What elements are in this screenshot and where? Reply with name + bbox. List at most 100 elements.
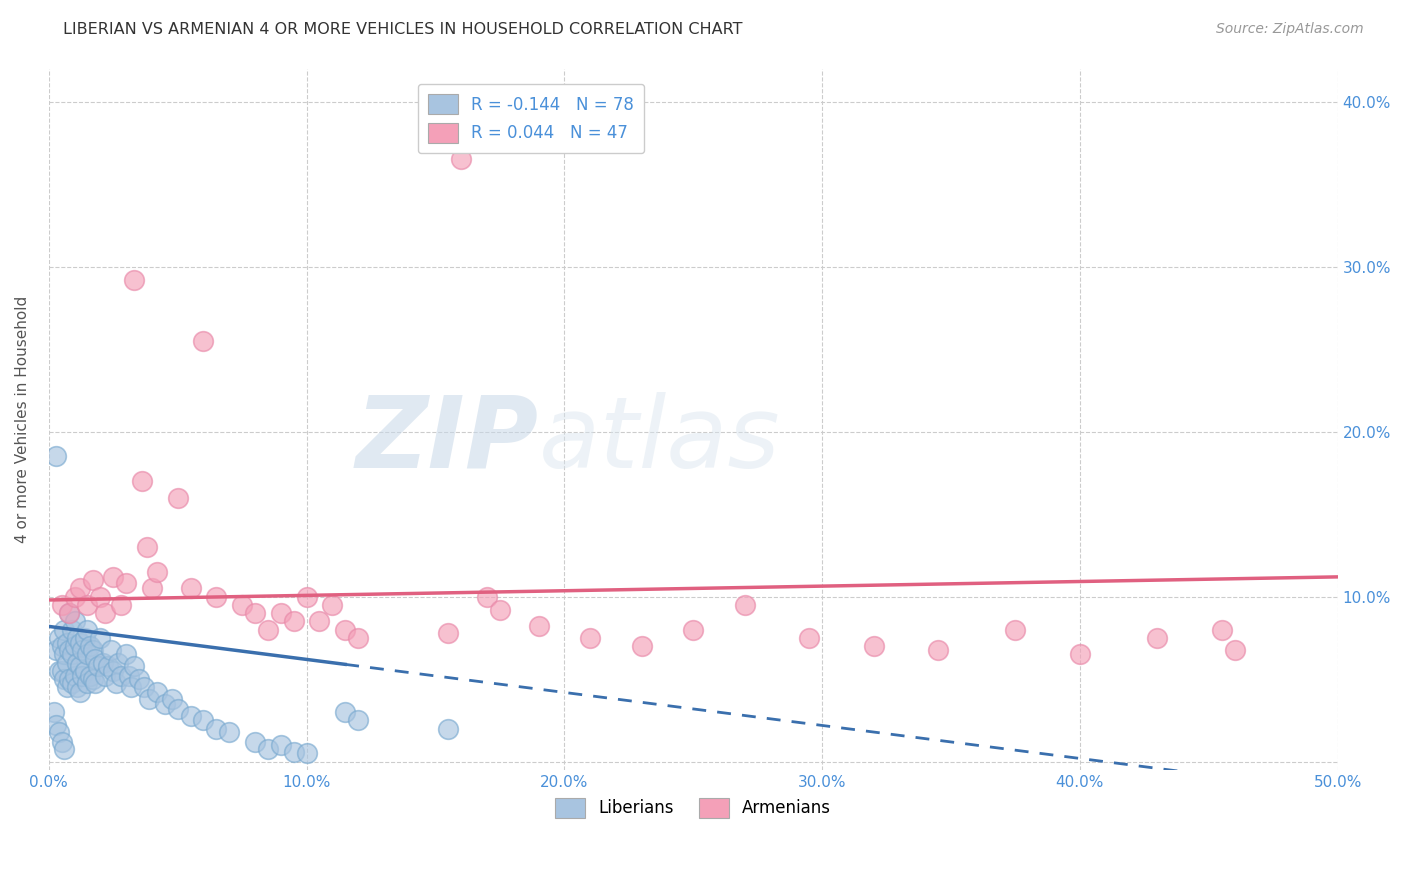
Point xyxy=(115,648,138,662)
Point xyxy=(45,450,67,464)
Point xyxy=(166,491,188,505)
Point xyxy=(69,636,91,650)
Point xyxy=(527,619,550,633)
Point xyxy=(53,741,76,756)
Point xyxy=(118,669,141,683)
Point xyxy=(82,672,104,686)
Point xyxy=(205,722,228,736)
Point xyxy=(69,685,91,699)
Point xyxy=(79,639,101,653)
Point xyxy=(51,664,73,678)
Point xyxy=(218,725,240,739)
Point xyxy=(60,648,83,662)
Point xyxy=(94,606,117,620)
Point xyxy=(141,582,163,596)
Point xyxy=(89,590,111,604)
Point xyxy=(66,681,89,695)
Point xyxy=(1223,642,1246,657)
Point xyxy=(257,741,280,756)
Point xyxy=(1146,631,1168,645)
Point xyxy=(58,642,80,657)
Point xyxy=(270,606,292,620)
Point xyxy=(135,540,157,554)
Text: ZIP: ZIP xyxy=(356,392,538,489)
Point xyxy=(76,623,98,637)
Point xyxy=(1211,623,1233,637)
Point xyxy=(243,735,266,749)
Point xyxy=(69,659,91,673)
Text: Source: ZipAtlas.com: Source: ZipAtlas.com xyxy=(1216,22,1364,37)
Point xyxy=(166,702,188,716)
Point xyxy=(82,642,104,657)
Point xyxy=(84,675,107,690)
Point xyxy=(60,675,83,690)
Point xyxy=(138,692,160,706)
Point xyxy=(295,747,318,761)
Point xyxy=(450,153,472,167)
Point xyxy=(110,598,132,612)
Point xyxy=(122,273,145,287)
Point xyxy=(51,598,73,612)
Point xyxy=(63,590,86,604)
Point xyxy=(489,603,512,617)
Point xyxy=(257,623,280,637)
Point xyxy=(283,615,305,629)
Point xyxy=(162,692,184,706)
Point xyxy=(103,570,125,584)
Point xyxy=(120,681,142,695)
Point xyxy=(58,606,80,620)
Point xyxy=(682,623,704,637)
Point xyxy=(110,669,132,683)
Point xyxy=(48,725,70,739)
Point xyxy=(231,598,253,612)
Point xyxy=(131,474,153,488)
Point xyxy=(91,656,114,670)
Point xyxy=(295,590,318,604)
Point xyxy=(72,642,94,657)
Point xyxy=(193,334,215,348)
Point xyxy=(51,639,73,653)
Point xyxy=(87,659,110,673)
Point xyxy=(579,631,602,645)
Point xyxy=(308,615,330,629)
Point xyxy=(42,705,65,719)
Point xyxy=(153,697,176,711)
Point xyxy=(76,598,98,612)
Text: LIBERIAN VS ARMENIAN 4 OR MORE VEHICLES IN HOUSEHOLD CORRELATION CHART: LIBERIAN VS ARMENIAN 4 OR MORE VEHICLES … xyxy=(63,22,742,37)
Point xyxy=(1004,623,1026,637)
Point xyxy=(53,672,76,686)
Point xyxy=(63,669,86,683)
Point xyxy=(862,639,884,653)
Point xyxy=(283,745,305,759)
Point xyxy=(437,626,460,640)
Point xyxy=(45,718,67,732)
Point xyxy=(103,664,125,678)
Point xyxy=(193,714,215,728)
Point xyxy=(1069,648,1091,662)
Point xyxy=(60,623,83,637)
Point xyxy=(630,639,652,653)
Point xyxy=(335,705,357,719)
Point xyxy=(146,565,169,579)
Point xyxy=(84,652,107,666)
Point xyxy=(73,631,96,645)
Point xyxy=(115,576,138,591)
Point xyxy=(799,631,821,645)
Point xyxy=(56,656,79,670)
Y-axis label: 4 or more Vehicles in Household: 4 or more Vehicles in Household xyxy=(15,295,30,543)
Point xyxy=(335,623,357,637)
Point xyxy=(270,738,292,752)
Point xyxy=(66,631,89,645)
Point xyxy=(437,722,460,736)
Point xyxy=(79,669,101,683)
Point xyxy=(180,708,202,723)
Point xyxy=(56,681,79,695)
Point xyxy=(89,631,111,645)
Point xyxy=(927,642,949,657)
Point xyxy=(146,685,169,699)
Point xyxy=(66,656,89,670)
Point xyxy=(48,664,70,678)
Legend: Liberians, Armenians: Liberians, Armenians xyxy=(548,791,838,825)
Point xyxy=(180,582,202,596)
Point xyxy=(104,675,127,690)
